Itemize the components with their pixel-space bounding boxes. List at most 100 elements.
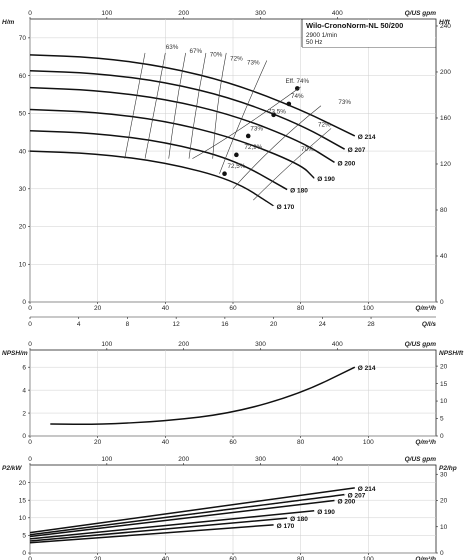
gpm-tick-label: 400	[332, 456, 343, 463]
frequency-info: 50 Hz	[306, 39, 322, 46]
y-tick-label: 5	[22, 533, 26, 540]
efficiency-label: 73%	[338, 99, 351, 106]
efficiency-label: 63%	[166, 44, 179, 51]
efficiency-label: 72%	[318, 122, 331, 129]
gpm-tick-label: 100	[101, 10, 112, 17]
x-axis-label: Q/m³/h	[415, 439, 436, 446]
ls-tick-label: 4	[77, 321, 81, 328]
y-axis-label-left: P2/kW	[2, 465, 22, 472]
x-tick-label: 20	[94, 305, 102, 312]
x-axis-label: Q/m³/h	[415, 556, 436, 560]
ls-tick-label: 24	[319, 321, 327, 328]
bep-marker	[286, 101, 292, 107]
curve-label: Ø 180	[290, 188, 308, 195]
ls-tick-label: 8	[126, 321, 130, 328]
bep-marker	[222, 171, 227, 177]
top-axis-label: Q/US gpm	[405, 10, 437, 17]
gpm-tick-label: 0	[28, 10, 32, 17]
x-tick-label: 40	[162, 439, 170, 446]
efficiency-isoline	[232, 105, 322, 190]
right-tick-label: 160	[440, 115, 451, 122]
right-tick-label: 15	[440, 381, 448, 388]
right-tick-label: 0	[440, 433, 444, 440]
x-tick-label: 80	[297, 556, 305, 560]
efficiency-isoline	[124, 52, 146, 159]
efficiency-label: 72,5%	[227, 163, 245, 170]
ls-tick-label: 20	[270, 321, 278, 328]
curve-190	[29, 108, 315, 179]
gpm-tick-label: 300	[255, 341, 266, 348]
ls-tick-label: 16	[221, 321, 229, 328]
curve-214	[29, 54, 356, 137]
x-tick-label: 40	[162, 556, 170, 560]
right-tick-label: 20	[440, 498, 448, 505]
top-axis-label: Q/US gpm	[405, 456, 437, 463]
bep-marker	[234, 152, 239, 158]
curve-label: Ø 180	[290, 516, 308, 523]
y-tick-label: 15	[19, 497, 27, 504]
efficiency-isoline	[144, 52, 166, 159]
curve-label: Ø 207	[348, 147, 366, 154]
efficiency-label: 70%	[210, 52, 223, 59]
x-tick-label: 100	[363, 305, 374, 312]
x-tick-label: 100	[363, 439, 374, 446]
curve-200	[29, 499, 335, 538]
efficiency-isoline	[219, 60, 268, 174]
gpm-tick-label: 300	[255, 456, 266, 463]
ls-axis-label: Q/l/s	[422, 321, 436, 328]
curve-214	[50, 366, 356, 426]
ls-tick-label: 0	[28, 321, 32, 328]
x-tick-label: 60	[229, 556, 237, 560]
power-panel: 0 20 40 60 80 100 Q/m³/h0 100 200 300 400 Q/US gpm0…	[2, 456, 457, 560]
efficiency-label: 72,9%	[244, 144, 262, 151]
right-tick-label: 20	[440, 363, 448, 370]
curve-214	[29, 487, 355, 534]
y-tick-label: 6	[22, 364, 26, 371]
y-tick-label: 10	[19, 261, 27, 268]
y-axis-label-right: P2/hp	[439, 465, 457, 472]
right-tick-label: 0	[440, 550, 444, 557]
bep-marker	[271, 112, 276, 118]
curve-label: Ø 214	[358, 365, 376, 372]
x-tick-label: 0	[28, 556, 32, 560]
x-tick-label: 80	[297, 439, 305, 446]
gpm-tick-label: 0	[28, 341, 32, 348]
curve-label: Ø 170	[277, 204, 295, 211]
curve-label: Ø 200	[338, 160, 356, 167]
efficiency-label: Eff. 74%	[285, 78, 309, 85]
x-tick-label: 100	[363, 556, 374, 560]
gpm-tick-label: 400	[332, 10, 343, 17]
top-axis-label: Q/US gpm	[405, 341, 437, 348]
y-tick-label: 0	[22, 299, 26, 306]
curve-170	[29, 524, 274, 544]
efficiency-label: 70%	[301, 146, 314, 153]
bep-marker	[245, 133, 251, 139]
efficiency-label: 73%	[250, 125, 263, 132]
y-tick-label: 20	[19, 224, 27, 231]
curve-label: Ø 214	[358, 134, 376, 141]
y-axis-label-right: NPSH/ft	[439, 350, 464, 357]
x-tick-label: 60	[229, 439, 237, 446]
efficiency-isoline	[168, 52, 186, 159]
right-tick-label: 10	[440, 398, 448, 405]
head-panel: 0 20 40 60 80 100 Q/m³/h0 100 200 300 400 Q/US gpm0…	[2, 10, 451, 328]
gpm-tick-label: 200	[178, 456, 189, 463]
y-tick-label: 0	[22, 550, 26, 557]
right-tick-label: 240	[440, 23, 451, 30]
title-box	[302, 19, 436, 47]
curve-label: Ø 207	[348, 493, 366, 500]
gpm-tick-label: 100	[101, 341, 112, 348]
y-tick-label: 30	[19, 186, 27, 193]
x-tick-label: 40	[162, 305, 170, 312]
curve-180	[29, 129, 288, 191]
y-tick-label: 40	[19, 148, 27, 155]
curve-label: Ø 214	[358, 486, 376, 493]
x-axis-label: Q/m³/h	[415, 305, 436, 312]
y-tick-label: 0	[22, 433, 26, 440]
curve-label: Ø 200	[338, 499, 356, 506]
right-tick-label: 40	[440, 253, 448, 260]
efficiency-isoline	[188, 52, 207, 159]
curve-200	[29, 86, 335, 164]
ls-tick-label: 12	[173, 321, 181, 328]
